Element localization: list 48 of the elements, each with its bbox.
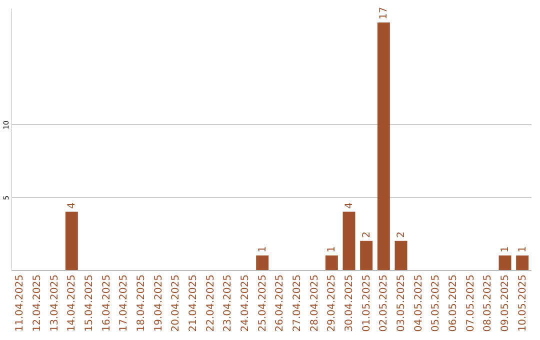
x-tick-label: 20.04.2025 — [170, 274, 182, 332]
x-tick-label: 26.04.2025 — [274, 274, 286, 332]
x-tick-label: 29.04.2025 — [326, 274, 338, 332]
x-tick-label: 22.04.2025 — [205, 274, 216, 332]
x-tick-label: 30.04.2025 — [344, 274, 355, 332]
x-tick-label: 21.04.2025 — [188, 274, 199, 332]
x-tick-label: 10.05.2025 — [517, 274, 528, 332]
bar — [394, 240, 408, 270]
x-tick-label: 19.04.2025 — [153, 274, 164, 332]
x-tick-label: 03.05.2025 — [396, 274, 407, 332]
x-tick-label: 01.05.2025 — [361, 274, 372, 332]
x-tick-label: 27.04.2025 — [292, 274, 303, 332]
data-label: 2 — [361, 232, 372, 238]
x-tick-label: 04.05.2025 — [413, 274, 424, 332]
x-tick-label: 14.04.2025 — [66, 274, 78, 332]
x-tick-label: 18.04.2025 — [136, 274, 147, 332]
bar — [342, 212, 356, 270]
data-label: 4 — [66, 202, 78, 209]
x-tick-label: 17.04.2025 — [118, 274, 130, 332]
x-tick-label: 05.05.2025 — [430, 274, 442, 332]
data-label: 17 — [378, 6, 390, 20]
data-label: 1 — [257, 246, 268, 252]
x-tick-label: 07.05.2025 — [465, 274, 476, 332]
x-tick-label: 09.05.2025 — [500, 274, 511, 332]
x-tick-label: 15.04.2025 — [84, 274, 95, 332]
x-tick-label: 02.05.2025 — [378, 274, 390, 332]
x-tick-label: 08.05.2025 — [482, 274, 494, 332]
bar — [516, 255, 529, 270]
data-label: 1 — [326, 246, 338, 252]
bar — [325, 255, 338, 270]
x-tick-label: 24.04.2025 — [240, 274, 251, 332]
x-tick-label: 06.05.2025 — [448, 274, 459, 332]
bar — [360, 240, 373, 270]
bar — [498, 255, 512, 270]
x-tick-label: 25.04.2025 — [257, 274, 268, 332]
x-tick-label: 16.04.2025 — [101, 274, 112, 332]
x-tick-label: 13.04.2025 — [49, 274, 60, 332]
bar — [65, 212, 78, 270]
data-label: 4 — [344, 202, 355, 209]
x-tick-label: 11.04.2025 — [14, 274, 26, 332]
data-label: 1 — [517, 246, 528, 252]
bar — [377, 22, 390, 270]
bar — [256, 255, 269, 270]
x-tick-label: 28.04.2025 — [309, 274, 320, 332]
data-label: 2 — [396, 232, 407, 238]
x-tick-label: 12.04.2025 — [32, 274, 43, 332]
data-label: 1 — [500, 246, 511, 252]
x-tick-label: 23.04.2025 — [222, 274, 234, 332]
